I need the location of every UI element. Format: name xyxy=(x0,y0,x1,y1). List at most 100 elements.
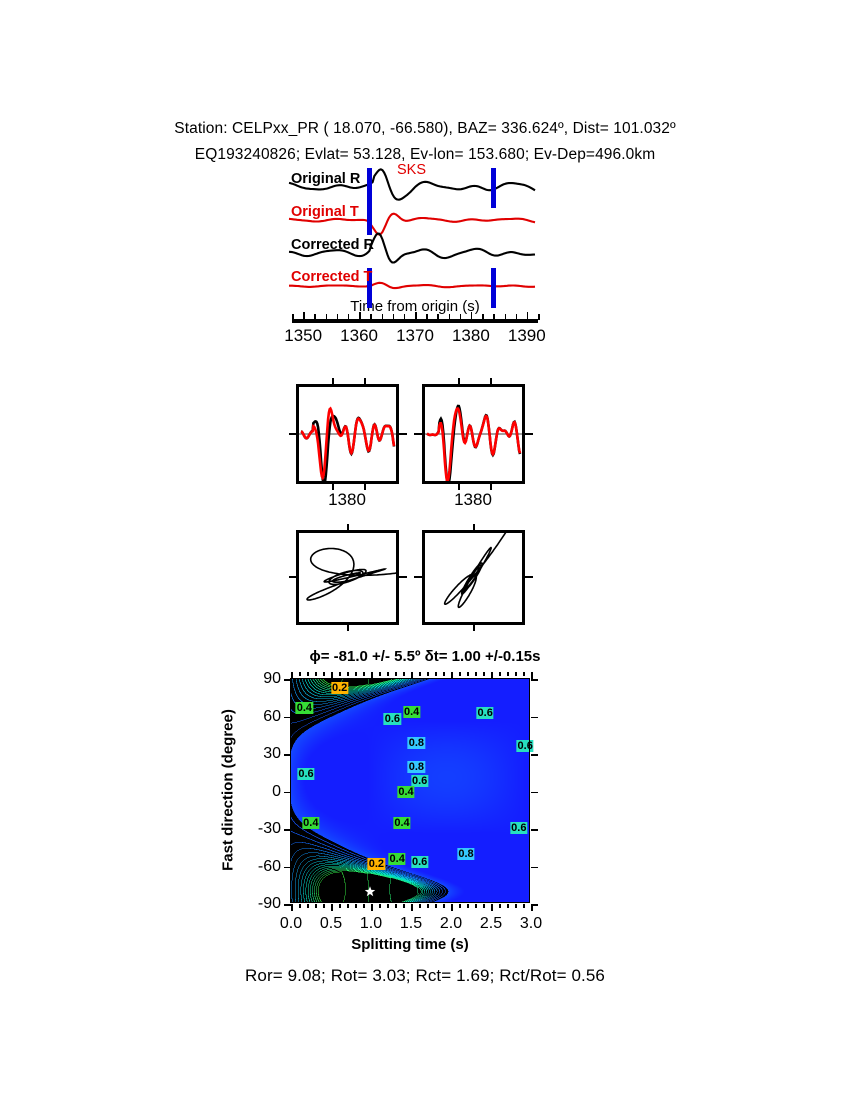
contour-label-9: 0.6 xyxy=(410,774,429,787)
time-axis-tick-label: 1360 xyxy=(340,326,379,345)
contour-x-tick-label: 2.5 xyxy=(479,915,503,932)
time-axis-minor-tick xyxy=(515,314,518,320)
time-axis-tick-label: 1390 xyxy=(507,326,546,345)
contour-y-tick-label: 30 xyxy=(263,745,281,762)
contour-label-1: 0.4 xyxy=(295,702,314,714)
particle-box-tick xyxy=(525,576,533,578)
contour-x-minor-tick xyxy=(403,672,405,676)
particle-motion-path xyxy=(306,547,443,601)
contour-x-minor-tick xyxy=(395,672,397,676)
contour-y-tick xyxy=(531,904,538,906)
time-axis-major-tick xyxy=(415,312,417,323)
contour-x-major-tick xyxy=(491,904,493,911)
time-axis-minor-tick xyxy=(325,314,328,320)
contour-x-minor-tick xyxy=(403,904,405,908)
wave-box-fast-slow-corrected xyxy=(422,384,525,484)
contour-x-tick-label: 3.0 xyxy=(519,915,543,932)
contour-x-minor-tick xyxy=(355,672,357,676)
contour-y-tick-label: -90 xyxy=(257,895,281,912)
contour-x-minor-tick xyxy=(515,904,517,908)
trace-label-corrected-r: Corrected R xyxy=(291,237,374,253)
station-info-line: Station: CELPxx_PR ( 18.070, -66.580), B… xyxy=(174,120,676,137)
contour-x-tick-label: 0.0 xyxy=(279,915,303,932)
contour-x-minor-tick xyxy=(475,672,477,676)
contour-x-minor-tick xyxy=(507,672,509,676)
time-axis-major-tick xyxy=(470,312,473,323)
time-axis-minor-tick xyxy=(448,314,451,320)
time-axis-minor-tick xyxy=(403,314,406,320)
wave-box-fast-slow-uncorrected xyxy=(296,384,399,484)
wave-box-right-label: 1380 xyxy=(454,490,492,509)
time-axis-minor-tick xyxy=(538,314,540,320)
wave-box-trace-red xyxy=(300,406,396,481)
contour-x-minor-tick xyxy=(347,672,349,676)
contour-label-17: 0.8 xyxy=(457,848,475,861)
time-axis: Time from origin (s) 1350 1360 1370 1380 139… xyxy=(284,298,546,355)
phase-marker-start-trace1 xyxy=(367,168,372,208)
contour-x-minor-tick xyxy=(339,672,341,676)
contour-y-tick xyxy=(284,904,291,906)
particle-box-tick xyxy=(399,576,407,578)
time-axis-minor-tick xyxy=(459,314,462,320)
energy-ratio-line: Ror= 9.08; Rot= 3.03; Rct= 1.69; Rct/Rot… xyxy=(245,966,605,985)
contour-x-minor-tick xyxy=(483,904,485,908)
contour-y-tick xyxy=(531,829,538,831)
contour-x-minor-tick xyxy=(363,904,365,908)
contour-y-tick-label: -30 xyxy=(257,820,281,837)
contour-x-minor-tick xyxy=(339,904,341,908)
contour-x-minor-tick xyxy=(459,672,461,676)
contour-label-8: 0.6 xyxy=(297,768,315,781)
wave-box-tick xyxy=(289,433,296,435)
contour-y-tick-label: 0 xyxy=(272,782,281,800)
contour-x-tick-label: 0.5 xyxy=(319,915,343,932)
wave-box-tick xyxy=(490,378,492,384)
contour-x-major-tick xyxy=(371,904,373,911)
contour-x-tick-label: 1.5 xyxy=(399,915,423,932)
wave-box-tick xyxy=(399,433,407,435)
contour-x-minor-tick xyxy=(467,672,469,676)
corrected-waveform-comparison: 1380 1380 xyxy=(289,378,533,519)
contour-y-tick-label: 60 xyxy=(263,707,281,725)
contour-y-tick-label: -60 xyxy=(257,857,281,875)
time-axis-minor-tick xyxy=(381,314,384,320)
phase-marker-end-trace4 xyxy=(491,268,496,308)
contour-label-16: 0.6 xyxy=(410,855,429,868)
trace-label-original-t: Original T xyxy=(291,204,359,220)
contour-x-minor-tick xyxy=(387,672,389,676)
phase-marker-start-trace2 xyxy=(367,201,372,235)
contour-x-minor-tick xyxy=(299,904,301,908)
contour-x-minor-tick xyxy=(395,904,397,908)
contour-label-7: 0.8 xyxy=(407,760,426,773)
phase-marker-end-trace1 xyxy=(491,168,496,208)
contour-label-13: 0.6 xyxy=(510,822,528,834)
contour-x-minor-tick xyxy=(419,904,421,908)
contour-x-minor-tick xyxy=(379,904,381,908)
contour-x-minor-tick xyxy=(499,904,501,908)
contour-x-minor-tick xyxy=(315,904,317,908)
wave-box-left-label: 1380 xyxy=(328,490,366,509)
contour-label-2: 0.4 xyxy=(402,705,421,718)
error-surface-contour-plot[interactable]: 0.2 0.4 0.4 0.6 0.6 0.8 0.6 0.8 0.6 0.6 0.4 0.4 0.4 0… xyxy=(290,678,534,903)
contour-x-axis-title: Splitting time (s) xyxy=(351,936,469,953)
contour-label-15: 0.4 xyxy=(388,853,406,866)
trace-label-corrected-t: Corrected T xyxy=(291,269,373,285)
contour-label-6: 0.6 xyxy=(516,739,534,752)
time-axis-minor-tick xyxy=(370,314,372,320)
contour-x-minor-tick xyxy=(443,904,445,908)
contour-x-major-tick xyxy=(531,672,533,679)
contour-label-14: 0.2 xyxy=(367,858,386,871)
contour-x-major-tick xyxy=(531,904,533,911)
particle-box-tick xyxy=(473,625,475,631)
time-axis-title: Time from origin (s) xyxy=(350,298,480,315)
contour-x-tick-label: 2.0 xyxy=(439,915,463,932)
time-axis-minor-tick xyxy=(347,314,350,320)
contour-label-0: 0.2 xyxy=(330,682,349,694)
contour-x-minor-tick xyxy=(435,904,437,908)
contour-x-major-tick xyxy=(291,904,293,911)
wave-box-tick xyxy=(458,378,460,384)
wave-box-trace-black xyxy=(300,414,396,481)
wave-box-tick xyxy=(525,433,533,435)
particle-box-tick xyxy=(347,524,349,530)
time-axis-minor-tick xyxy=(493,314,495,320)
